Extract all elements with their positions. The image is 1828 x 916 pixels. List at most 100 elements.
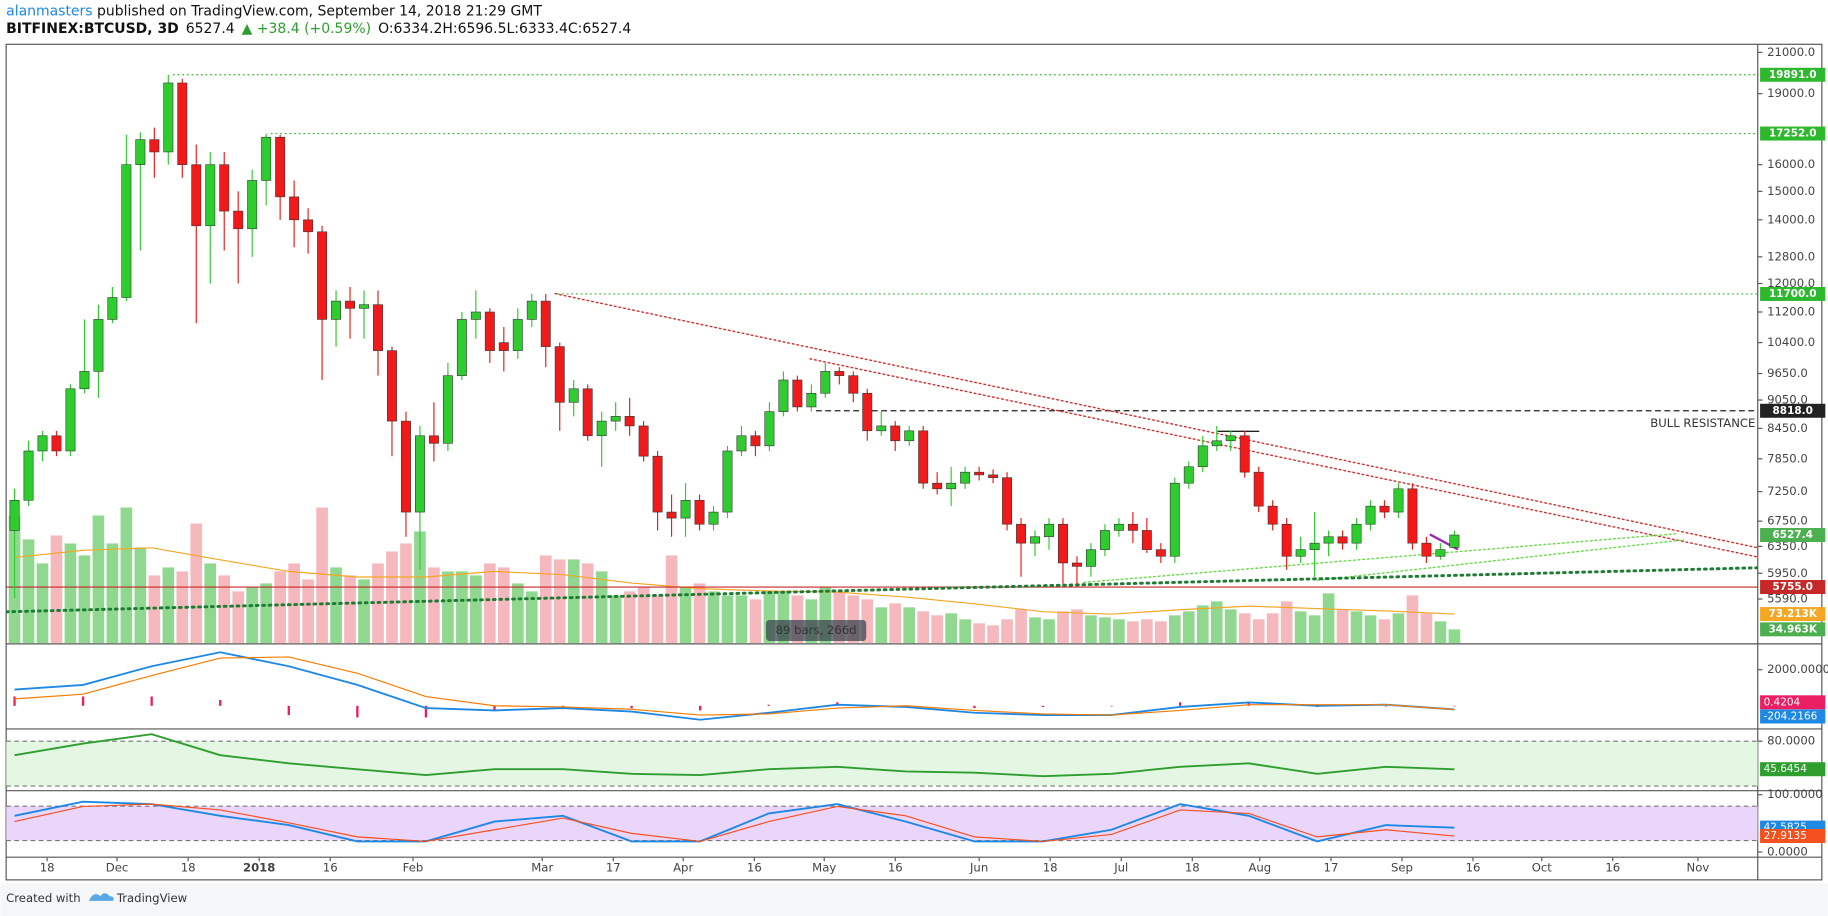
footer-bar: [0, 883, 1828, 916]
candle-body: [806, 392, 817, 408]
y-tick-label: 8450.0: [1767, 421, 1808, 435]
candle-body: [568, 388, 579, 403]
x-tick-label: Dec: [106, 861, 129, 875]
volume-bar: [1280, 601, 1293, 644]
price-badge: [1760, 403, 1826, 418]
trend-line: [554, 292, 1758, 549]
volume-bar: [232, 591, 245, 644]
x-tick-label: 17: [1324, 861, 1339, 875]
candle-body: [652, 455, 663, 513]
candle-body: [373, 304, 383, 351]
candle-body: [1253, 471, 1264, 507]
volume-bar: [442, 571, 454, 644]
volume-bar: [1141, 619, 1153, 644]
candle-body: [890, 425, 901, 442]
candle-body: [247, 180, 258, 230]
volume-bar: [260, 583, 272, 644]
value-badge-label: 45.6454: [1764, 763, 1808, 775]
volume-bar: [819, 587, 832, 644]
x-tick-label: Sep: [1391, 861, 1413, 875]
low: L:6333.4: [507, 21, 568, 37]
price-badge-label: 6527.4: [1773, 529, 1813, 541]
candle-body: [694, 499, 705, 525]
trend-line: [809, 358, 1758, 558]
value-badge: [1760, 829, 1826, 843]
price-badge: [1760, 528, 1826, 542]
candle-body: [1058, 523, 1068, 564]
candle-body: [1211, 440, 1222, 447]
candle-body: [51, 435, 62, 452]
measure-box: [765, 619, 867, 641]
candle-body: [345, 300, 355, 309]
volume-bar: [553, 559, 566, 644]
candle-body: [638, 425, 649, 457]
x-tick-label: 16: [888, 861, 903, 875]
candle-body: [624, 416, 635, 427]
volume-bar: [987, 625, 999, 644]
volume-bar: [92, 515, 105, 644]
volume-bar: [679, 587, 692, 644]
volume-bar: [344, 575, 356, 644]
candle-body: [750, 435, 761, 447]
band-fill: [6, 741, 1758, 787]
volume-bar: [358, 579, 370, 644]
candle-body: [708, 511, 719, 525]
brand-icon: [88, 893, 114, 901]
volume-bar: [106, 543, 119, 644]
histogram-bar: [1178, 702, 1182, 706]
candle-body: [401, 420, 411, 513]
y-tick-label: 10400.0: [1767, 335, 1815, 349]
price-badge-label: 19891.0: [1769, 69, 1817, 81]
candle-body: [1072, 562, 1082, 567]
candle-body: [23, 450, 34, 501]
candle-body: [135, 139, 146, 165]
candle-body: [960, 471, 971, 484]
candle-body: [261, 136, 272, 181]
histogram-bar: [1453, 705, 1456, 707]
header-line-2: BITFINEX:BTCUSD, 3D 6527.4 ▲ +38.4 (+0.59%…: [6, 21, 631, 37]
volume-bar: [64, 543, 77, 644]
volume-bar: [1252, 619, 1265, 644]
y-tick-label: 6350.0: [1767, 539, 1808, 553]
indicator-pane: [6, 733, 1758, 787]
author[interactable]: alanmasters: [6, 4, 92, 20]
footer-brand[interactable]: TradingView: [116, 891, 188, 905]
volume-bar: [1210, 601, 1223, 644]
volume-bar: [50, 535, 63, 644]
volume-bar: [1127, 621, 1139, 644]
candle-body: [1225, 435, 1236, 442]
indicator-line: [14, 651, 1455, 721]
candle-body: [1351, 523, 1362, 544]
candle-body: [317, 231, 328, 320]
x-tick-label: Jun: [969, 861, 988, 875]
y-tick-label: 11200.0: [1767, 304, 1815, 318]
candle-body: [1267, 505, 1278, 525]
candle-body: [177, 82, 188, 165]
volume-bar: [1043, 619, 1055, 644]
volume-bar: [1420, 613, 1433, 644]
y-tick-label: 100.0000: [1767, 787, 1823, 801]
candle-body: [1016, 523, 1026, 544]
volume-bar: [637, 587, 650, 644]
volume-bar: [428, 567, 440, 644]
candle-body: [1169, 482, 1180, 557]
candle-body: [834, 371, 845, 376]
volume-bar: [36, 563, 49, 644]
candle-body: [1435, 549, 1446, 557]
candle-body: [121, 164, 132, 298]
volume-bar: [1224, 609, 1237, 644]
candle-body: [862, 392, 873, 432]
volume-bar: [861, 599, 874, 644]
volume-bar: [735, 595, 748, 644]
x-tick-label: 17: [606, 861, 621, 875]
volume-bar: [1113, 619, 1125, 644]
volume-bar: [1168, 615, 1181, 644]
volume-bar: [1001, 619, 1013, 644]
volume-bar: [651, 595, 664, 644]
main-pane: [6, 74, 1758, 644]
volume-bar: [246, 587, 259, 644]
indicator-line: [14, 800, 1455, 843]
y-tick-label: 80.0000: [1767, 734, 1815, 748]
y-tick-label: 9050.0: [1767, 393, 1808, 407]
candle-body: [275, 136, 286, 198]
